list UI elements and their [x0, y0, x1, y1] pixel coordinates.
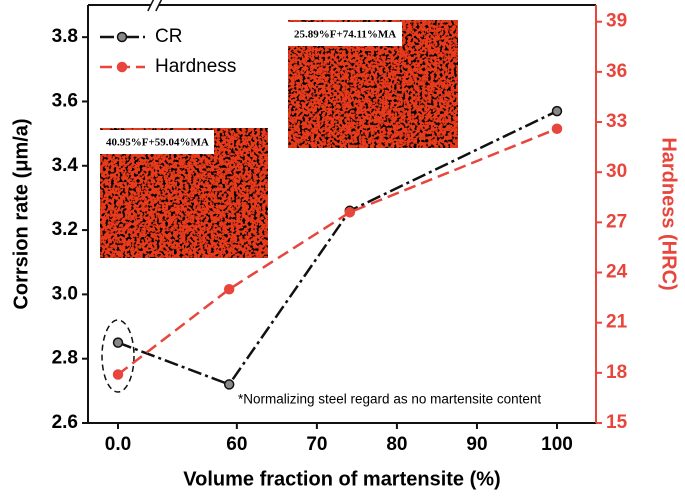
- y2-tick-label: 30: [606, 161, 627, 182]
- point: [344, 207, 356, 218]
- x-axis-title: Volume fraction of martensite (%): [183, 468, 500, 490]
- point: [112, 369, 124, 380]
- legend-marker: [116, 61, 128, 73]
- inset-label: 25.89%F+74.11%MA: [294, 29, 396, 41]
- legend-label: CR: [155, 26, 182, 47]
- x-tick-label: 80: [386, 434, 407, 455]
- y2-tick-label: 39: [606, 11, 627, 32]
- y-tick-label: 3.0: [52, 283, 78, 304]
- axis-break: [155, 0, 163, 12]
- point: [223, 283, 235, 295]
- x-tick-label: 90: [466, 434, 487, 455]
- y2-axis-title: Hardness (HRC): [658, 137, 680, 290]
- y-tick-label: 2.6: [52, 412, 78, 433]
- x-tick-label: 0.0: [105, 434, 131, 455]
- y-tick-label: 2.8: [52, 348, 78, 369]
- y2-tick-label: 27: [606, 211, 627, 232]
- series-line: [117, 109, 558, 386]
- y-tick-label: 3.4: [52, 155, 79, 176]
- point: [551, 123, 563, 134]
- annotation: *Normalizing steel regard as no martensi…: [238, 392, 541, 407]
- highlight-ellipse: [101, 319, 135, 393]
- legend-label: Hardness: [155, 56, 236, 77]
- inset-label-box: [288, 22, 402, 46]
- y-tick-label: 3.2: [52, 219, 78, 240]
- y2-tick-label: 21: [606, 312, 628, 333]
- y2-tick-label: 24: [606, 262, 628, 283]
- y2-tick-label: 18: [606, 362, 627, 383]
- y-axis-title: Corrsion rate (μm/a): [10, 118, 32, 309]
- legend-marker: [116, 31, 128, 43]
- point: [551, 105, 563, 117]
- x-tick-label: 100: [541, 434, 573, 455]
- y2-tick-label: 33: [606, 111, 627, 132]
- y2-tick-label: 15: [606, 412, 628, 433]
- point: [112, 337, 124, 348]
- inset-label-box: [100, 130, 214, 154]
- x-tick-label: 70: [306, 434, 327, 455]
- point: [223, 379, 235, 390]
- y-tick-label: 3.6: [52, 90, 78, 111]
- y-tick-label: 3.8: [52, 26, 78, 47]
- y2-tick-label: 36: [606, 61, 627, 82]
- x-tick-label: 60: [226, 434, 247, 455]
- inset-label: 40.95%F+59.04%MA: [106, 137, 209, 149]
- axis-break: [147, 0, 155, 12]
